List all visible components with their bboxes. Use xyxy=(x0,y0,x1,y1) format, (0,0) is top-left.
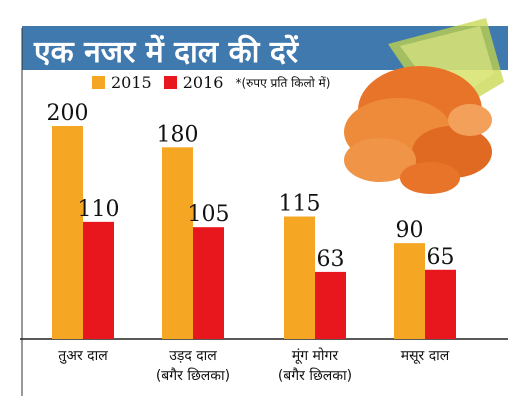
bar-2015-1 xyxy=(162,147,193,339)
value-label-2016-0: 110 xyxy=(78,197,120,222)
category-label-0-0: तुअर दाल xyxy=(58,348,108,364)
value-label-2016-3: 65 xyxy=(427,245,455,270)
category-label-3-0: मसूर दाल xyxy=(401,348,450,364)
bar-2015-0 xyxy=(52,126,83,339)
legend-label-2016: 2016 xyxy=(182,72,224,92)
bars-layer xyxy=(52,126,456,339)
category-label-2-0: मूंग मोगर xyxy=(292,347,339,364)
value-label-2015-0: 200 xyxy=(47,101,89,126)
legend: 2015 2016 *(रुपए प्रति किलो में) xyxy=(92,70,330,94)
unit-note: *(रुपए प्रति किलो में) xyxy=(235,75,331,90)
value-label-2016-1: 105 xyxy=(188,202,230,227)
value-label-2016-2: 63 xyxy=(317,247,345,272)
legend-swatch-2016 xyxy=(163,75,177,89)
bar-2016-0 xyxy=(83,221,114,339)
category-label-1-1: (बगैर छिलका) xyxy=(156,367,230,384)
value-label-2015-1: 180 xyxy=(157,122,199,147)
bar-2015-2 xyxy=(284,216,315,339)
legend-item-2015: 2015 xyxy=(92,73,152,92)
bar-2015-3 xyxy=(394,243,425,339)
category-label-1-0: उड़द दाल xyxy=(169,348,217,364)
bar-2016-2 xyxy=(315,271,346,339)
category-labels-layer: तुअर दाल उड़द दाल (बगैर छिलका) मूंग मोगर (बग… xyxy=(58,347,449,384)
bar-2016-3 xyxy=(425,269,456,339)
bar-2016-1 xyxy=(193,227,224,339)
legend-item-2016: 2016 xyxy=(163,72,224,92)
category-label-2-1: (बगैर छिलका) xyxy=(278,367,352,384)
lentils-illustration xyxy=(344,18,504,194)
chart-title: एक नजर में दाल की दरें xyxy=(34,35,299,70)
legend-swatch-2015 xyxy=(92,75,105,89)
value-label-2015-3: 90 xyxy=(396,218,424,243)
value-label-2015-2: 115 xyxy=(279,192,321,217)
legend-label-2015: 2015 xyxy=(111,72,152,92)
